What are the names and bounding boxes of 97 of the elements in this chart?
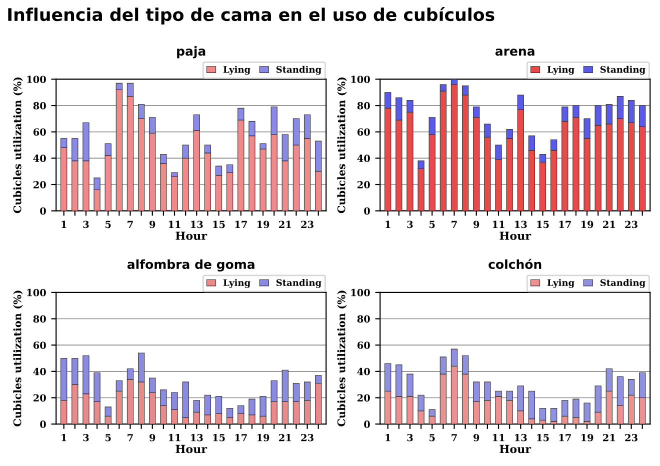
bar xyxy=(550,408,558,422)
y-axis-title: Cubicles utilization (%) xyxy=(337,77,347,214)
x-axis-title: Hour xyxy=(176,444,208,454)
x-tick-label: 3 xyxy=(407,220,413,228)
x-tick-label: 13 xyxy=(191,220,203,228)
x-tick-label: 11 xyxy=(168,434,180,442)
y-axis-title: Cubicles utilization (%) xyxy=(337,290,347,426)
x-tick-label: 3 xyxy=(83,220,89,228)
chart-title: arena xyxy=(495,48,534,56)
y-tick-label: 80 xyxy=(33,315,46,323)
x-tick-label: 7 xyxy=(452,220,457,228)
x-tick-label: 15 xyxy=(537,434,549,442)
x-tick-label: 9 xyxy=(474,220,480,228)
y-tick-label: 60 xyxy=(357,342,370,349)
x-tick-label: 13 xyxy=(191,434,203,442)
x-tick-label: 23 xyxy=(625,434,638,442)
x-tick-label: 19 xyxy=(257,220,270,228)
y-tick-label: 20 xyxy=(34,394,46,402)
legend-label: Standing xyxy=(276,279,322,288)
x-tick-label: 11 xyxy=(168,220,180,228)
x-tick-label: 23 xyxy=(625,220,638,228)
x-tick-label: 19 xyxy=(257,434,270,442)
x-tick-label: 23 xyxy=(301,434,314,442)
x-axis-title: Hour xyxy=(500,444,532,454)
y-tick-label: 100 xyxy=(27,76,46,84)
y-tick-label: 20 xyxy=(34,180,46,188)
chart-title: colchón xyxy=(488,258,542,270)
bar xyxy=(584,402,590,422)
y-tick-label: 40 xyxy=(357,154,370,162)
y-tick-label: 40 xyxy=(33,154,46,162)
y-tick-label: 0 xyxy=(40,207,46,215)
y-tick-label: 0 xyxy=(364,420,370,428)
x-tick-label: 9 xyxy=(150,220,156,228)
legend-label: Standing xyxy=(600,66,646,75)
x-tick-label: 5 xyxy=(106,220,111,228)
x-tick-label: 3 xyxy=(83,434,89,442)
x-tick-label: 9 xyxy=(150,434,156,442)
x-tick-label: 7 xyxy=(128,220,133,228)
x-tick-label: 13 xyxy=(515,220,527,228)
x-tick-label: 7 xyxy=(452,434,457,442)
bar xyxy=(171,176,178,211)
x-tick-label: 3 xyxy=(407,434,413,442)
x-tick-label: 5 xyxy=(430,434,435,442)
x-tick-label: 23 xyxy=(301,220,314,228)
y-axis-title: Cubicles utilization (%) xyxy=(13,77,23,214)
x-tick-label: 11 xyxy=(492,434,504,442)
x-tick-label: 15 xyxy=(213,220,225,228)
y-axis-title: Cubicles utilization (%) xyxy=(13,290,23,426)
y-tick-label: 0 xyxy=(40,420,46,428)
x-tick-label: 1 xyxy=(386,220,390,228)
y-tick-label: 60 xyxy=(357,128,370,136)
y-tick-label: 40 xyxy=(33,368,46,376)
x-tick-label: 19 xyxy=(581,220,594,228)
legend-label: Standing xyxy=(276,66,322,75)
y-tick-label: 20 xyxy=(358,394,370,402)
x-tick-label: 17 xyxy=(559,220,571,228)
x-tick-label: 5 xyxy=(106,434,111,442)
x-tick-label: 1 xyxy=(386,434,390,442)
x-tick-label: 13 xyxy=(515,434,527,442)
x-tick-label: 9 xyxy=(474,434,480,442)
x-tick-label: 17 xyxy=(559,434,571,442)
y-tick-label: 100 xyxy=(351,76,370,84)
y-tick-label: 60 xyxy=(33,128,46,136)
chart-title: alfombra de goma xyxy=(127,259,254,272)
y-tick-label: 80 xyxy=(33,102,46,110)
x-tick-label: 5 xyxy=(430,220,435,228)
legend-label: Lying xyxy=(223,66,250,75)
legend-label: Lying xyxy=(547,66,574,75)
x-tick-label: 15 xyxy=(213,434,225,442)
y-tick-label: 60 xyxy=(33,342,46,349)
chart-title: paja xyxy=(177,46,206,58)
x-axis-title: Hour xyxy=(500,232,532,240)
x-axis-title: Hour xyxy=(176,232,208,240)
x-tick-label: 21 xyxy=(603,434,615,442)
x-tick-label: 19 xyxy=(581,434,594,442)
x-tick-label: 17 xyxy=(235,220,247,228)
y-tick-label: 80 xyxy=(357,315,370,323)
legend-label: Lying xyxy=(547,279,574,288)
x-tick-label: 17 xyxy=(235,434,247,442)
x-tick-label: 11 xyxy=(492,220,504,228)
y-tick-label: 100 xyxy=(351,288,370,296)
x-tick-label: 1 xyxy=(62,220,66,228)
y-tick-label: 20 xyxy=(358,180,370,188)
x-tick-label: 21 xyxy=(603,220,615,228)
legend-label: Standing xyxy=(600,279,646,288)
text: Influencia del tipo de cama en el uso de cubículos xyxy=(8,6,494,24)
y-tick-label: 80 xyxy=(357,102,370,110)
y-tick-label: 0 xyxy=(364,207,370,215)
x-tick-label: 15 xyxy=(537,220,549,228)
x-tick-label: 7 xyxy=(128,434,133,442)
bar xyxy=(539,408,546,420)
x-tick-label: 21 xyxy=(279,434,291,442)
x-tick-label: 21 xyxy=(279,220,291,228)
legend-label: Lying xyxy=(223,279,250,288)
x-tick-label: 1 xyxy=(62,434,66,442)
y-tick-label: 40 xyxy=(357,368,370,376)
y-tick-label: 100 xyxy=(27,288,46,296)
